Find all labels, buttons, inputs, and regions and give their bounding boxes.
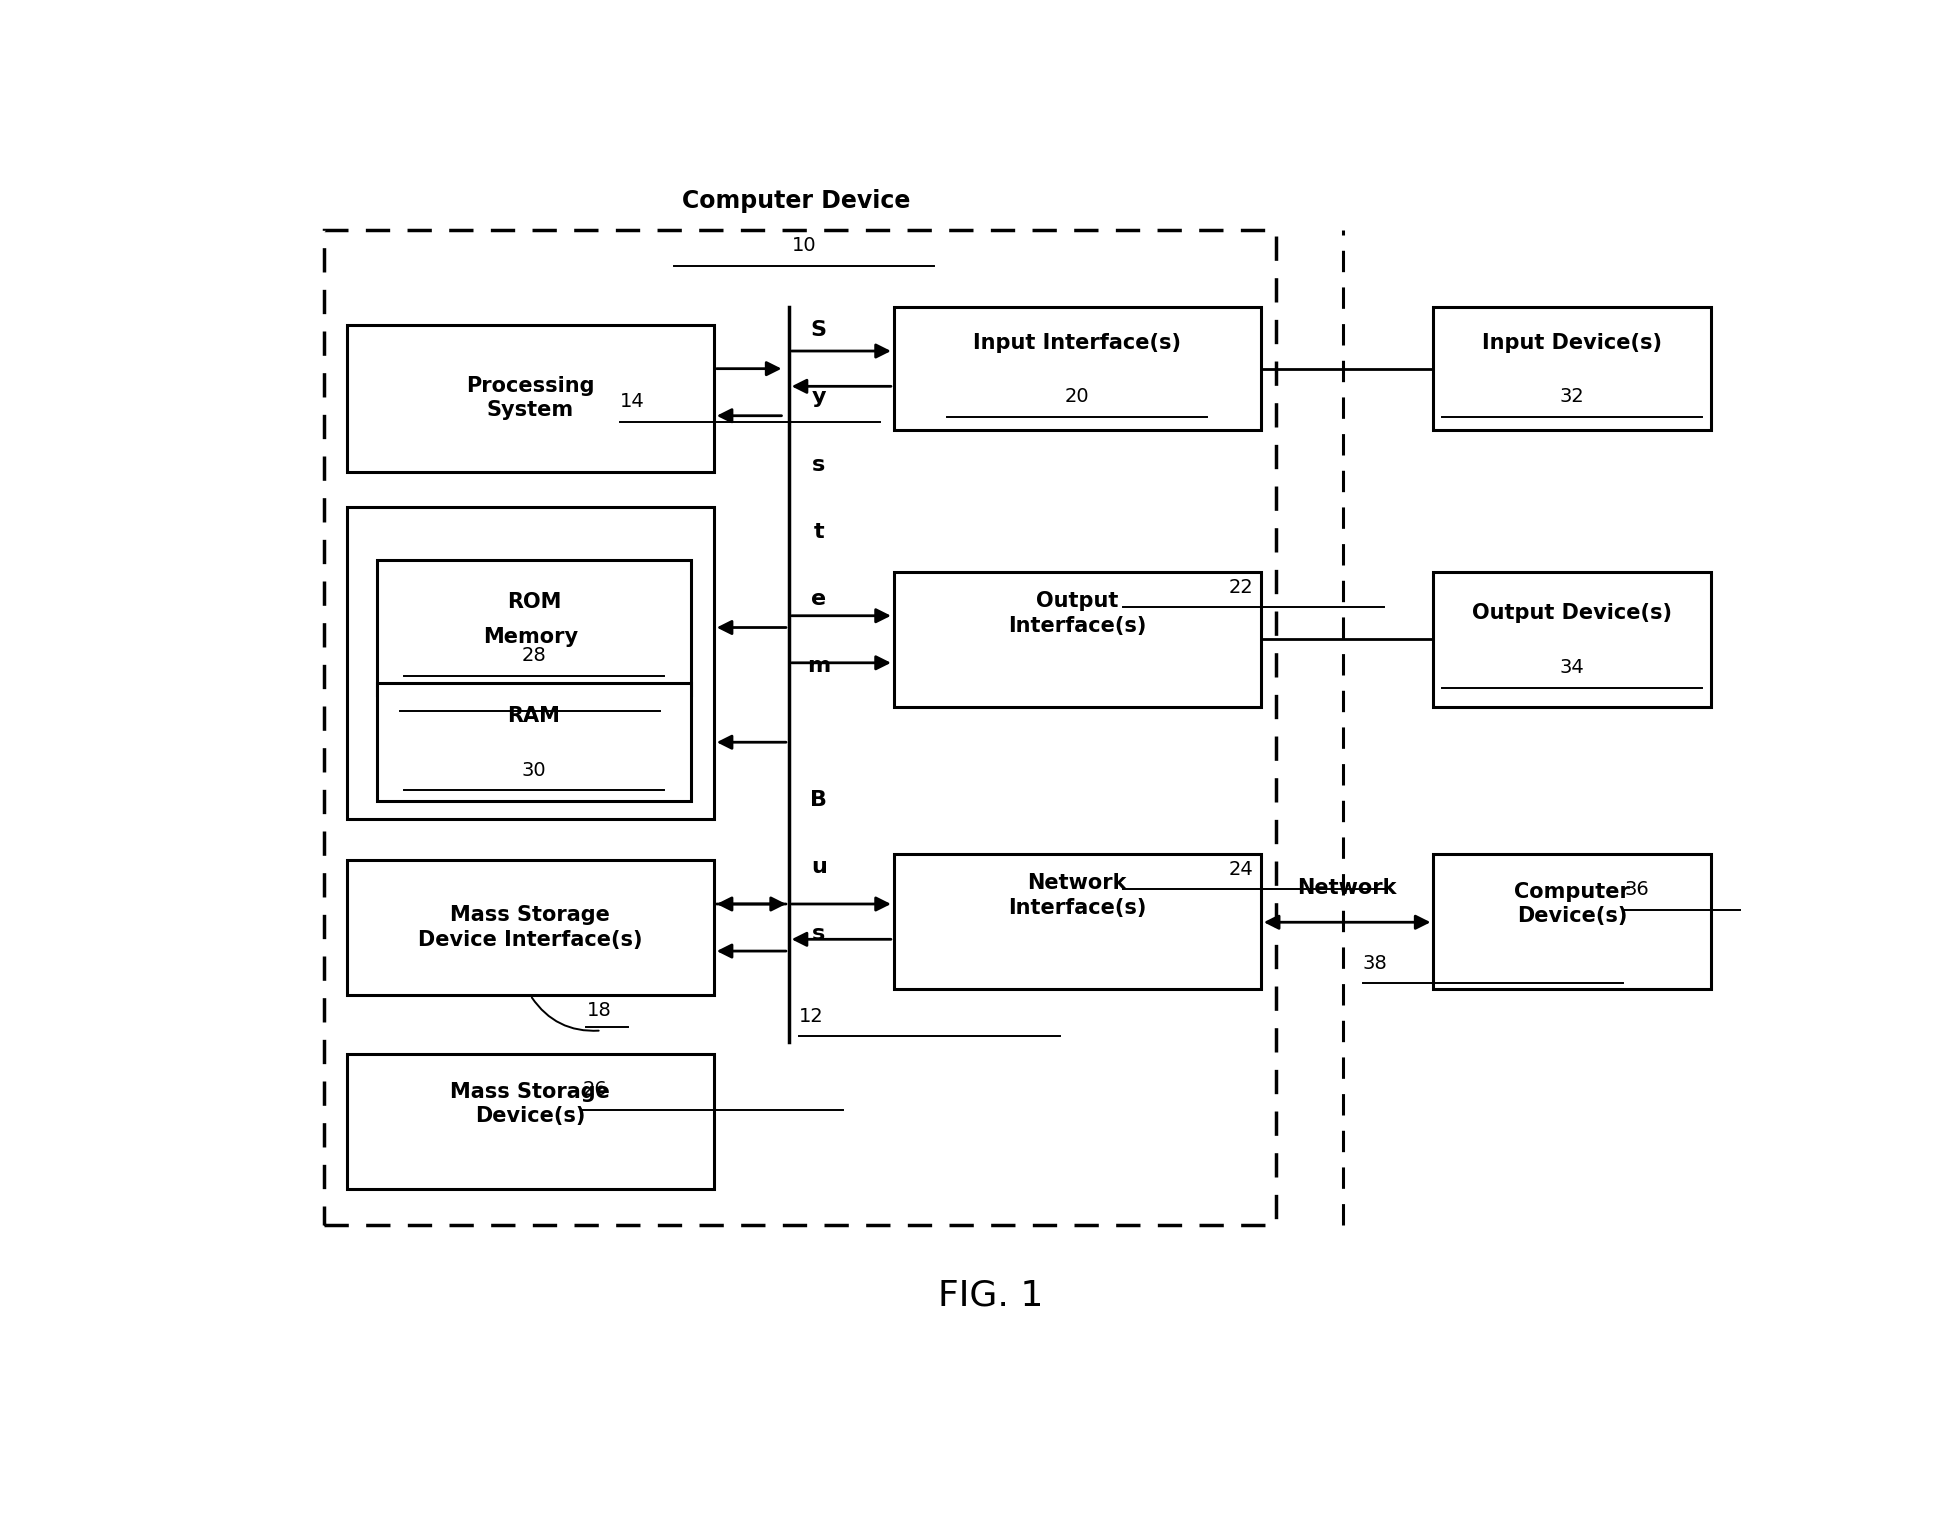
Text: 28: 28 bbox=[522, 646, 547, 665]
Text: s: s bbox=[812, 924, 826, 944]
Text: 38: 38 bbox=[1363, 953, 1387, 973]
Bar bbox=[346, 1054, 714, 1189]
Text: RAM: RAM bbox=[507, 706, 561, 726]
Text: Output Device(s): Output Device(s) bbox=[1472, 604, 1673, 623]
Text: 30: 30 bbox=[522, 761, 545, 781]
Text: Memory: Memory bbox=[484, 626, 578, 646]
Text: S: S bbox=[810, 321, 828, 341]
Text: 10: 10 bbox=[791, 237, 816, 255]
Text: 26: 26 bbox=[582, 1080, 607, 1100]
Text: Processing
System: Processing System bbox=[466, 376, 594, 420]
Text: 22: 22 bbox=[1228, 578, 1253, 596]
Bar bbox=[346, 324, 714, 472]
Text: 36: 36 bbox=[1625, 880, 1650, 900]
Text: Input Interface(s): Input Interface(s) bbox=[973, 333, 1182, 353]
Text: 12: 12 bbox=[799, 1007, 824, 1025]
Text: Computer
Device(s): Computer Device(s) bbox=[1514, 882, 1630, 926]
Text: 24: 24 bbox=[1228, 860, 1253, 879]
Text: 32: 32 bbox=[1559, 388, 1584, 406]
Bar bbox=[325, 231, 1276, 1224]
Text: 18: 18 bbox=[586, 1001, 611, 1021]
Bar bbox=[1433, 571, 1712, 707]
Text: y: y bbox=[812, 388, 826, 408]
Text: Output
Interface(s): Output Interface(s) bbox=[1008, 591, 1147, 636]
Text: ROM: ROM bbox=[507, 591, 561, 611]
Bar bbox=[377, 683, 692, 801]
Text: s: s bbox=[812, 454, 826, 475]
Text: Network: Network bbox=[1298, 877, 1396, 897]
Text: m: m bbox=[806, 656, 830, 675]
Bar bbox=[346, 860, 714, 995]
Text: Mass Storage
Device(s): Mass Storage Device(s) bbox=[451, 1082, 611, 1126]
Bar bbox=[1433, 307, 1712, 431]
Text: Computer Device: Computer Device bbox=[683, 189, 911, 212]
Text: t: t bbox=[814, 521, 824, 541]
Text: 14: 14 bbox=[621, 393, 644, 411]
Bar bbox=[346, 507, 714, 819]
Text: 20: 20 bbox=[1066, 388, 1089, 406]
Bar bbox=[894, 854, 1261, 989]
Bar bbox=[894, 307, 1261, 431]
Text: 34: 34 bbox=[1559, 659, 1584, 677]
Text: FIG. 1: FIG. 1 bbox=[938, 1279, 1044, 1313]
Text: B: B bbox=[810, 790, 828, 810]
Bar bbox=[1433, 854, 1712, 989]
Text: 16: 16 bbox=[518, 681, 543, 701]
Bar bbox=[377, 559, 692, 695]
Bar bbox=[894, 571, 1261, 707]
Text: Input Device(s): Input Device(s) bbox=[1481, 333, 1661, 353]
Text: Network
Interface(s): Network Interface(s) bbox=[1008, 874, 1147, 918]
Text: u: u bbox=[810, 857, 826, 877]
Text: Mass Storage
Device Interface(s): Mass Storage Device Interface(s) bbox=[418, 905, 642, 950]
Text: e: e bbox=[810, 588, 826, 608]
